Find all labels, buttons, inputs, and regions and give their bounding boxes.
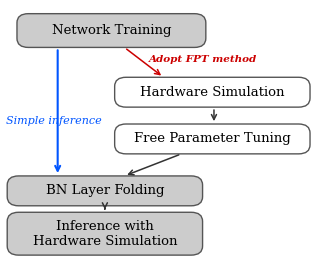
Text: BN Layer Folding: BN Layer Folding (46, 184, 164, 197)
FancyBboxPatch shape (115, 77, 310, 107)
FancyBboxPatch shape (115, 124, 310, 154)
Text: Network Training: Network Training (52, 24, 171, 37)
FancyBboxPatch shape (7, 212, 202, 255)
Text: Inference with
Hardware Simulation: Inference with Hardware Simulation (33, 220, 177, 248)
Text: Free Parameter Tuning: Free Parameter Tuning (134, 132, 291, 145)
FancyBboxPatch shape (7, 176, 202, 206)
Text: Simple inference: Simple inference (6, 116, 101, 126)
Text: Adopt FPT method: Adopt FPT method (148, 55, 257, 64)
FancyBboxPatch shape (17, 14, 206, 48)
Text: Hardware Simulation: Hardware Simulation (140, 86, 284, 99)
